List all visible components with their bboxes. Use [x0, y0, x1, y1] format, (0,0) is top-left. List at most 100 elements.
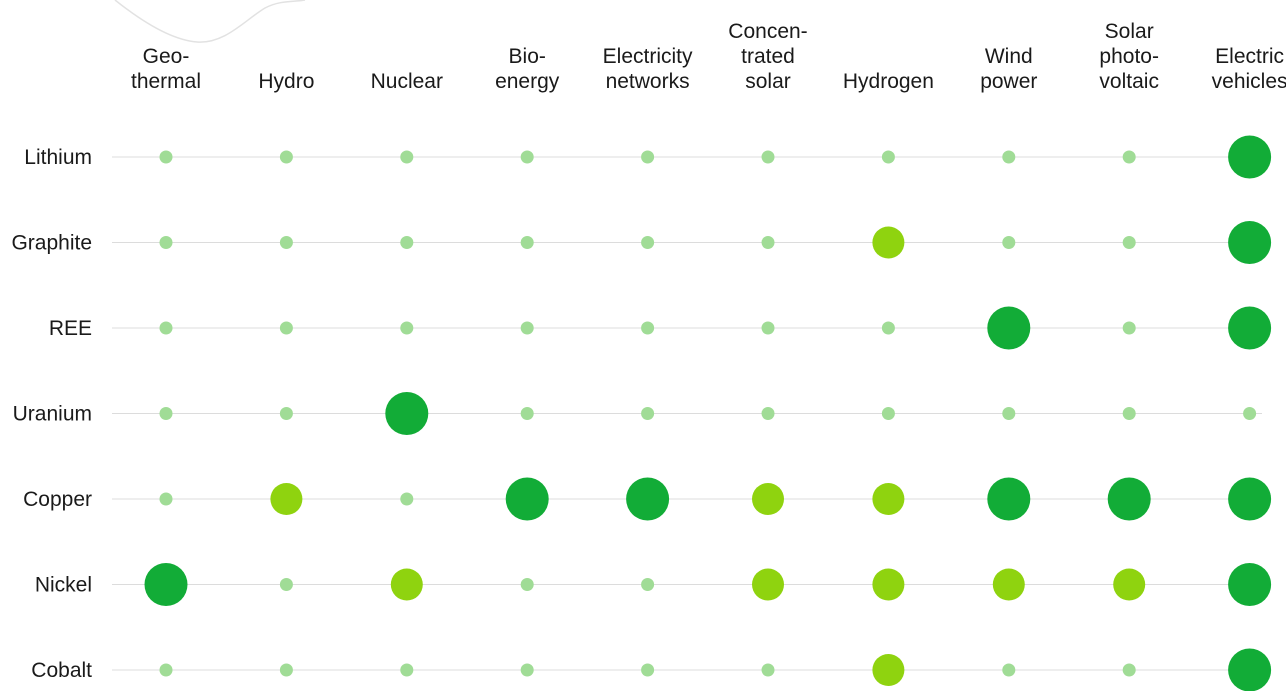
column-label-solar-photovoltaic: voltaic: [1099, 70, 1159, 93]
column-label-wind-power: Wind: [985, 45, 1033, 68]
dot-lithium-hydro: [280, 151, 293, 164]
column-label-solar-photovoltaic: photo-: [1099, 45, 1159, 68]
dot-uranium-hydrogen: [882, 407, 895, 420]
column-label-bioenergy: energy: [495, 70, 560, 93]
dot-ree-hydro: [280, 322, 293, 335]
dot-copper-electric-vehicles: [1228, 478, 1271, 521]
dot-cobalt-concentrated-solar: [762, 664, 775, 677]
dot-copper-bioenergy: [506, 478, 549, 521]
dot-lithium-nuclear: [400, 151, 413, 164]
dot-cobalt-bioenergy: [521, 664, 534, 677]
dot-uranium-nuclear: [385, 392, 428, 435]
dot-nickel-solar-photovoltaic: [1113, 569, 1145, 601]
dot-ree-solar-photovoltaic: [1123, 322, 1136, 335]
dot-cobalt-solar-photovoltaic: [1123, 664, 1136, 677]
dot-ree-nuclear: [400, 322, 413, 335]
row-label-cobalt: Cobalt: [31, 659, 92, 682]
dot-lithium-solar-photovoltaic: [1123, 151, 1136, 164]
column-label-solar-photovoltaic: Solar: [1105, 20, 1154, 43]
row-label-ree: REE: [49, 317, 92, 340]
dot-cobalt-geothermal: [160, 664, 173, 677]
dot-copper-hydrogen: [872, 483, 904, 515]
dot-ree-wind-power: [987, 307, 1030, 350]
dot-nickel-electric-vehicles: [1228, 563, 1271, 606]
column-label-geothermal: Geo-: [143, 45, 190, 68]
row-label-lithium: Lithium: [24, 146, 92, 169]
row-label-copper: Copper: [23, 488, 92, 511]
dot-cobalt-electricity-networks: [641, 664, 654, 677]
dot-nickel-wind-power: [993, 569, 1025, 601]
dot-lithium-wind-power: [1002, 151, 1015, 164]
dot-nickel-concentrated-solar: [752, 569, 784, 601]
column-label-geothermal: thermal: [131, 70, 201, 93]
dot-copper-concentrated-solar: [752, 483, 784, 515]
dot-graphite-nuclear: [400, 236, 413, 249]
dot-copper-electricity-networks: [626, 478, 669, 521]
dot-cobalt-nuclear: [400, 664, 413, 677]
dot-cobalt-wind-power: [1002, 664, 1015, 677]
column-label-concentrated-solar: trated: [741, 45, 795, 68]
dot-nickel-bioenergy: [521, 578, 534, 591]
column-label-hydrogen: Hydrogen: [843, 70, 934, 93]
column-label-electric-vehicles: vehicles: [1212, 70, 1286, 93]
dot-lithium-electricity-networks: [641, 151, 654, 164]
dot-copper-wind-power: [987, 478, 1030, 521]
dot-graphite-solar-photovoltaic: [1123, 236, 1136, 249]
dot-cobalt-hydrogen: [872, 654, 904, 686]
column-label-bioenergy: Bio-: [509, 45, 546, 68]
dot-ree-electricity-networks: [641, 322, 654, 335]
dot-graphite-concentrated-solar: [762, 236, 775, 249]
column-label-hydro: Hydro: [258, 70, 314, 93]
row-label-nickel: Nickel: [35, 574, 92, 597]
dot-lithium-geothermal: [160, 151, 173, 164]
row-label-uranium: Uranium: [13, 403, 92, 426]
dot-uranium-hydro: [280, 407, 293, 420]
dot-cobalt-hydro: [280, 664, 293, 677]
dot-lithium-concentrated-solar: [762, 151, 775, 164]
dot-nickel-electricity-networks: [641, 578, 654, 591]
column-label-electric-vehicles: Electric: [1215, 45, 1284, 68]
dot-ree-bioenergy: [521, 322, 534, 335]
dot-uranium-electricity-networks: [641, 407, 654, 420]
dot-uranium-bioenergy: [521, 407, 534, 420]
decorative-curve: [115, 0, 305, 42]
dot-copper-solar-photovoltaic: [1108, 478, 1151, 521]
dot-cobalt-electric-vehicles: [1228, 649, 1271, 691]
dot-uranium-wind-power: [1002, 407, 1015, 420]
dot-lithium-hydrogen: [882, 151, 895, 164]
dot-nickel-hydrogen: [872, 569, 904, 601]
dot-graphite-wind-power: [1002, 236, 1015, 249]
dot-ree-hydrogen: [882, 322, 895, 335]
dot-nickel-geothermal: [145, 563, 188, 606]
column-label-electricity-networks: Electricity: [603, 45, 693, 68]
dot-ree-concentrated-solar: [762, 322, 775, 335]
dot-nickel-hydro: [280, 578, 293, 591]
dot-ree-geothermal: [160, 322, 173, 335]
column-label-nuclear: Nuclear: [371, 70, 443, 93]
dot-copper-hydro: [270, 483, 302, 515]
column-label-concentrated-solar: solar: [745, 70, 791, 93]
dot-graphite-hydro: [280, 236, 293, 249]
dot-graphite-geothermal: [160, 236, 173, 249]
dot-nickel-nuclear: [391, 569, 423, 601]
row-labels: Lithium Graphite REE Uranium Copper Nickel Cob…: [11, 146, 92, 682]
dot-uranium-solar-photovoltaic: [1123, 407, 1136, 420]
dot-graphite-hydrogen: [872, 227, 904, 259]
column-label-concentrated-solar: Concen-: [728, 20, 807, 43]
dot-graphite-bioenergy: [521, 236, 534, 249]
dot-uranium-geothermal: [160, 407, 173, 420]
dot-graphite-electricity-networks: [641, 236, 654, 249]
column-labels: Geo-thermal Hydro Nuclear Bio-energy Electri…: [131, 20, 1286, 93]
dot-uranium-electric-vehicles: [1243, 407, 1256, 420]
row-label-graphite: Graphite: [11, 232, 92, 255]
column-label-electricity-networks: networks: [606, 70, 690, 93]
dot-lithium-bioenergy: [521, 151, 534, 164]
dot-lithium-electric-vehicles: [1228, 136, 1271, 179]
column-label-wind-power: power: [980, 70, 1037, 93]
dot-uranium-concentrated-solar: [762, 407, 775, 420]
dot-copper-nuclear: [400, 493, 413, 506]
dot-graphite-electric-vehicles: [1228, 221, 1271, 264]
dot-copper-geothermal: [160, 493, 173, 506]
dot-ree-electric-vehicles: [1228, 307, 1271, 350]
